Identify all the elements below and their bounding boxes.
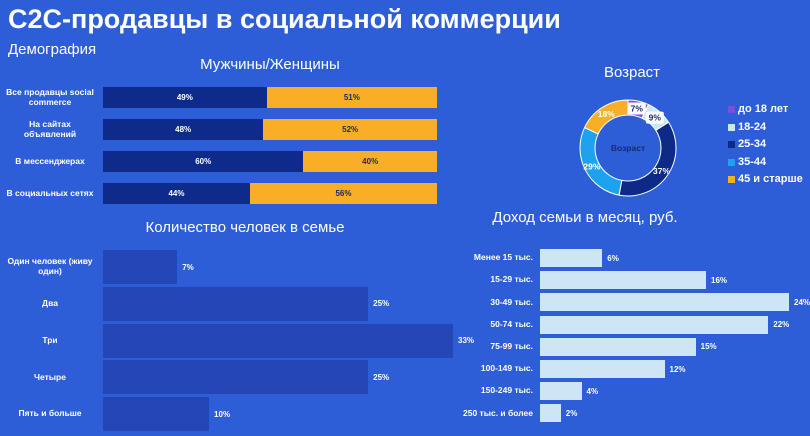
bar	[540, 249, 603, 267]
value-label: 33%	[458, 336, 475, 346]
category-label: 30-49 тыс.	[490, 296, 533, 307]
value-label: 40%	[362, 157, 379, 166]
value-label: 51%	[343, 93, 360, 102]
bar-segment	[103, 119, 264, 140]
bar	[540, 293, 789, 312]
legend-swatch	[728, 176, 735, 183]
chart-title: Мужчины/Женщины	[200, 56, 340, 73]
category-label: Все продавцы social commerce	[6, 86, 94, 107]
value-label: 25%	[373, 372, 390, 382]
bar	[540, 382, 582, 401]
legend-label: 35-44	[738, 155, 767, 168]
value-label: 10%	[214, 409, 231, 419]
category-label: В мессенджерах	[15, 155, 85, 166]
legend-swatch	[728, 123, 735, 131]
bar-segment	[266, 87, 437, 108]
donut-chart: 7% 9% 37% 29% 18% Возраст	[579, 99, 677, 197]
category-label: 150-249 тыс.	[480, 385, 533, 396]
value-label: 7%	[182, 262, 194, 272]
category-label: На сайтах объявлений	[23, 118, 77, 139]
value-label: 25%	[373, 299, 390, 309]
category-label: 250 тыс. и более	[463, 407, 533, 418]
bar-segment	[263, 119, 437, 140]
value-label: 37%	[653, 166, 670, 176]
category-label: 100-149 тыс.	[480, 363, 533, 374]
donut-segment	[583, 99, 629, 135]
value-label: 4%	[586, 386, 599, 396]
value-label: 6%	[607, 253, 619, 263]
chart-title: Возраст	[603, 64, 661, 81]
category-label: Один человек (живу один)	[7, 256, 93, 276]
bar	[540, 271, 706, 290]
bar-segment	[249, 183, 437, 204]
bar	[103, 323, 453, 358]
category-label: 75-99 тыс.	[490, 340, 533, 351]
center-label: Возраст	[611, 143, 645, 153]
value-label: 12%	[669, 364, 686, 374]
value-label: 24%	[794, 297, 810, 307]
value-label: 9%	[649, 113, 662, 123]
value-label: 15%	[700, 342, 717, 352]
bar	[540, 404, 561, 423]
legend-swatch	[728, 106, 735, 113]
bar-segment	[103, 87, 267, 108]
bar	[103, 397, 210, 432]
value-label: 2%	[565, 408, 578, 418]
label-background	[645, 111, 664, 124]
chart-title: Доход семьи в месяц, руб.	[492, 209, 678, 226]
page-subtitle: Демография	[8, 41, 97, 58]
value-label: 48%	[175, 125, 192, 134]
chart-title: Количество человек в семье	[145, 219, 345, 236]
category-label: Три	[42, 334, 58, 345]
category-label: Четыре	[34, 371, 66, 382]
legend-label: 45 и старше	[738, 173, 803, 185]
category-label: Два	[42, 297, 58, 308]
bar	[103, 286, 369, 321]
category-label: 15-29 тыс.	[490, 274, 533, 285]
legend-label: 25-34	[738, 138, 767, 150]
bar-segment	[103, 183, 250, 204]
bar	[540, 360, 665, 378]
label-background	[627, 102, 646, 115]
bar	[103, 250, 178, 284]
legend-swatch	[728, 158, 735, 166]
value-label: 49%	[176, 93, 193, 102]
bar	[540, 337, 696, 356]
value-label: 56%	[335, 189, 352, 198]
bar-segment	[103, 151, 304, 172]
value-label: 29%	[583, 161, 600, 171]
value-label: 60%	[195, 157, 212, 166]
bar	[103, 360, 369, 395]
legend-label: 18-24	[738, 120, 767, 133]
value-label: 18%	[598, 109, 615, 119]
category-label: В социальных сетях	[6, 187, 94, 198]
value-label: 16%	[711, 275, 728, 285]
category-label: Пять и больше	[18, 408, 82, 419]
bar	[540, 315, 769, 334]
legend-swatch	[728, 141, 735, 148]
bar-segment	[303, 151, 437, 172]
category-label: 50-74 тыс.	[490, 318, 533, 329]
category-label: Менее 15 тыс.	[473, 252, 533, 263]
value-label: 44%	[168, 189, 185, 198]
value-label: 7%	[631, 103, 644, 113]
donut-segment	[618, 121, 677, 197]
page-title: C2C-продавцы в социальной коммерции	[8, 4, 561, 34]
value-label: 52%	[342, 125, 359, 134]
legend-label: до 18 лет	[738, 103, 789, 115]
value-label: 22%	[773, 320, 790, 330]
